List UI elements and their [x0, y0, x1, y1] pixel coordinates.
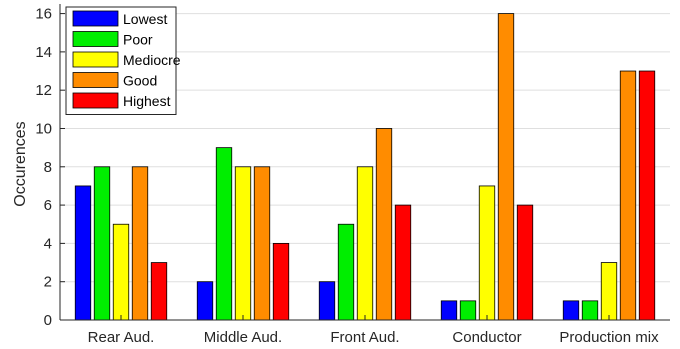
- bar: [600, 262, 618, 321]
- x-tick-label: Production mix: [559, 329, 659, 346]
- legend-swatch: [72, 10, 119, 27]
- bar: [215, 147, 233, 321]
- legend: Lowest Poor Mediocre Good Highest: [65, 6, 181, 115]
- bar: [131, 166, 149, 321]
- bar: [459, 300, 477, 321]
- y-axis-title: Occurences: [12, 121, 29, 206]
- bar: [516, 204, 534, 321]
- bar: [497, 13, 515, 321]
- legend-swatch: [72, 51, 119, 68]
- bar: [440, 300, 458, 321]
- bar: [112, 223, 130, 321]
- bar: [318, 281, 336, 321]
- y-tick-label: 12: [35, 82, 52, 99]
- bar: [478, 185, 496, 321]
- legend-label: Poor: [123, 32, 153, 48]
- bar: [253, 166, 271, 321]
- y-tick-label: 4: [44, 235, 52, 252]
- x-tick-labels: Rear Aud. Middle Aud. Front Aud. Conductor P…: [88, 329, 659, 346]
- bar: [337, 223, 355, 321]
- legend-label: Good: [123, 73, 157, 89]
- y-tick-label: 14: [35, 44, 52, 61]
- x-tick-label: Conductor: [452, 329, 521, 346]
- legend-label: Highest: [123, 93, 171, 109]
- y-tick-label: 0: [44, 312, 52, 329]
- y-tick-label: 10: [35, 120, 52, 137]
- bar: [638, 70, 656, 321]
- bar: [74, 185, 92, 321]
- bar: [234, 166, 252, 321]
- legend-swatch: [72, 92, 119, 109]
- legend-swatch: [72, 72, 119, 88]
- bar: [581, 300, 599, 321]
- bar: [619, 70, 637, 321]
- y-tick-label: 6: [44, 197, 52, 214]
- bars: [74, 13, 656, 321]
- bar: [272, 242, 290, 321]
- x-tick-label: Front Aud.: [330, 329, 399, 346]
- y-tick-label: 16: [35, 6, 52, 23]
- bar: [375, 128, 393, 321]
- y-tick-label: 8: [44, 159, 52, 176]
- legend-swatch: [72, 31, 119, 47]
- axes: [59, 4, 670, 321]
- bar: [356, 166, 374, 321]
- legend-label: Lowest: [123, 11, 167, 27]
- bar: [93, 166, 111, 321]
- y-tick-labels: 0 2 4 6 8 10 12 14 16: [35, 6, 52, 329]
- x-tick-label: Middle Aud.: [204, 329, 282, 346]
- y-tick-label: 2: [44, 274, 52, 291]
- bar: [150, 262, 168, 321]
- x-tick-label: Rear Aud.: [88, 329, 155, 346]
- bar: [562, 300, 580, 321]
- bar: [196, 281, 214, 321]
- legend-label: Mediocre: [123, 52, 181, 68]
- bar: [394, 204, 412, 321]
